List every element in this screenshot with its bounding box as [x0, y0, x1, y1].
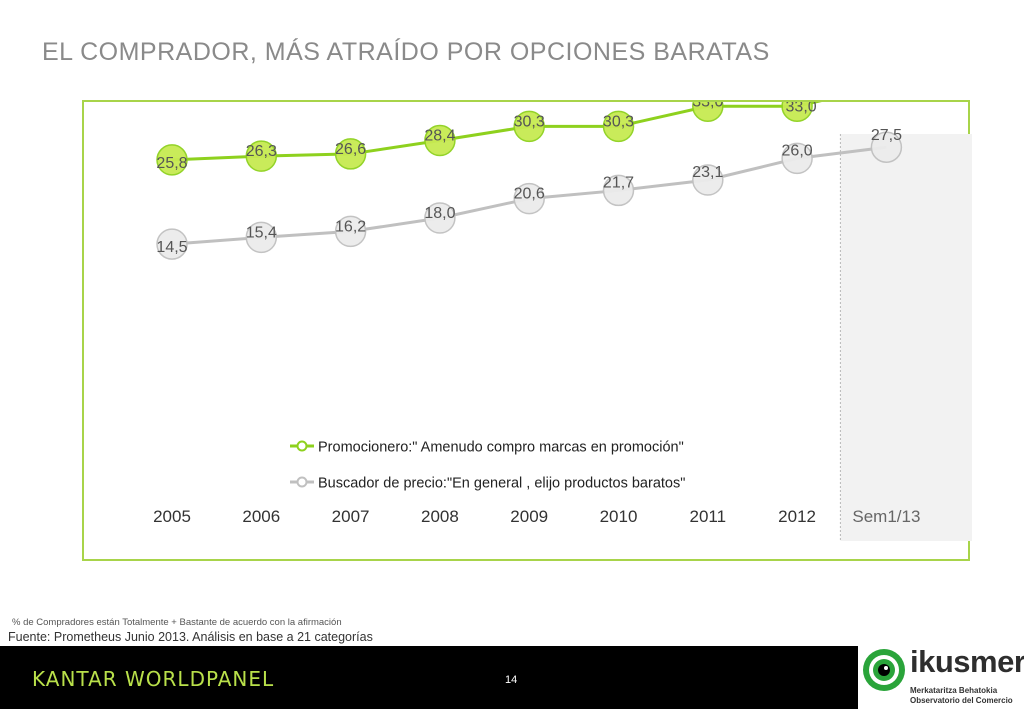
data-point — [781, 102, 813, 122]
data-label: 15,4 — [246, 224, 277, 241]
page-number: 14 — [505, 674, 518, 686]
x-tick-label: 2010 — [600, 507, 638, 526]
data-label: 30,3 — [603, 113, 634, 130]
legend-swatch-marker — [296, 476, 308, 488]
data-point — [692, 102, 724, 122]
data-label: 14,5 — [156, 239, 187, 256]
data-label: 16,2 — [335, 218, 366, 235]
data-label: 20,6 — [514, 186, 545, 203]
data-label: 18,0 — [424, 205, 455, 222]
data-point — [156, 228, 188, 260]
data-point — [513, 110, 545, 143]
data-label: 33,0 — [786, 102, 817, 115]
footnote: % de Compradores están Totalmente + Bast… — [12, 617, 342, 628]
ikusmer-logo — [858, 640, 1024, 709]
data-label: 21,7 — [603, 174, 634, 191]
data-label: 26,6 — [335, 141, 366, 158]
legend-entry-2: Buscador de precio:"En general , elijo p… — [318, 476, 685, 492]
x-tick-label: 2008 — [421, 507, 459, 526]
x-tick-label: 2007 — [332, 507, 370, 526]
data-point — [870, 131, 903, 163]
data-label: 23,1 — [692, 164, 723, 181]
legend-swatch-marker — [296, 440, 308, 452]
x-tick-label: 2006 — [242, 507, 280, 526]
chart-frame: 14,5 15,4 16,2 18,0 20,6 21,7 23,1 26,0 27,5 25,8… — [82, 100, 972, 561]
x-tick-label: 2005 — [153, 507, 191, 526]
data-point — [245, 140, 278, 172]
data-point — [424, 124, 456, 157]
data-point — [334, 215, 367, 248]
highlight-band — [840, 134, 972, 541]
data-point — [602, 110, 635, 143]
data-point — [692, 164, 724, 196]
slide-title: EL COMPRADOR, MÁS ATRAÍDO POR OPCIONES B… — [42, 38, 770, 66]
ikusmer-name: ikusmer — [910, 644, 1024, 679]
data-label: 25,8 — [156, 155, 187, 172]
footer-bar — [0, 646, 1024, 709]
x-tick-label: Sem1/13 — [852, 507, 920, 526]
x-tick-label: 2011 — [690, 507, 727, 526]
data-label: 33,0 — [692, 102, 723, 110]
line-chart: 14,5 15,4 16,2 18,0 20,6 21,7 23,1 26,0 27,5 25,8… — [153, 102, 972, 541]
data-label: 26,0 — [782, 142, 813, 159]
data-point — [245, 221, 278, 254]
ikusmer-subtitle-2: Observatorio del Comercio — [910, 696, 1013, 705]
x-tick-label: 2009 — [510, 507, 548, 526]
data-point — [334, 138, 367, 170]
ikusmer-subtitle-1: Merkataritza Behatokia — [910, 686, 998, 695]
data-point — [781, 142, 813, 175]
data-label: 26,3 — [246, 143, 277, 160]
data-label: 27,5 — [871, 127, 902, 144]
data-point — [424, 202, 456, 234]
data-label: 30,3 — [514, 113, 545, 130]
data-point — [602, 174, 635, 207]
legend-entry-1: Promocionero:" Amenudo compro marcas en … — [318, 440, 684, 456]
data-label: 28,4 — [424, 128, 455, 145]
x-tick-label: 2012 — [778, 507, 816, 526]
data-point — [156, 144, 188, 176]
kantar-worldpanel-logo: KANTAR WORLDPANEL — [32, 667, 275, 691]
data-point — [513, 182, 545, 215]
source-note: Fuente: Prometheus Junio 2013. Análisis … — [8, 630, 373, 644]
ikusmer-emblem-icon — [863, 649, 905, 691]
